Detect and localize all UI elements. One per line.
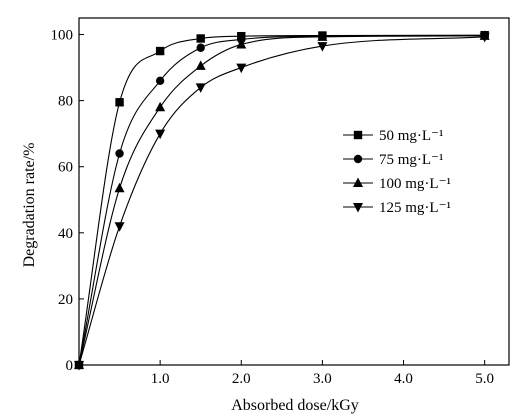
data-point-triangle-down <box>155 129 166 140</box>
data-point-square <box>155 46 165 56</box>
y-tick-label: 40 <box>58 226 73 242</box>
data-point-triangle-down <box>114 222 125 232</box>
y-tick-label: 20 <box>58 292 73 308</box>
y-tick-label: 80 <box>58 94 73 110</box>
legend-label: 125 mg·L⁻¹ <box>379 200 451 216</box>
y-tick-label: 0 <box>66 358 74 374</box>
legend-item: 100 mg·L⁻¹ <box>343 176 451 192</box>
legend-marker-circle <box>353 154 363 164</box>
axis-ticks: 1.0 2.0 3.0 4.0 5.0 0 20 40 60 80 100 <box>51 28 495 387</box>
y-tick-label: 60 <box>58 160 73 176</box>
y-tick-label: 100 <box>51 28 74 44</box>
legend-item: 75 mg·L⁻¹ <box>343 152 444 168</box>
data-point-triangle-up <box>114 182 125 193</box>
legend-marker-square <box>353 130 363 140</box>
legend-label: 75 mg·L⁻¹ <box>379 152 444 168</box>
x-tick-label: 4.0 <box>394 371 413 387</box>
data-point-triangle-down <box>317 42 328 52</box>
x-tick-label: 5.0 <box>475 371 494 387</box>
data-point-circle <box>155 76 165 85</box>
series-curve <box>78 34 485 366</box>
data-point-triangle-up <box>155 101 166 112</box>
data-point-triangle-up <box>317 31 328 41</box>
y-axis-title: Degradation rate/% <box>21 143 38 268</box>
legend-marker-triangle-down <box>353 203 363 213</box>
x-tick-label: 1.0 <box>151 371 170 387</box>
data-point-circle <box>115 149 124 158</box>
data-point-triangle-down <box>236 63 247 74</box>
x-tick-label: 2.0 <box>232 371 251 387</box>
data-point-triangle-down <box>479 32 490 43</box>
data-point-triangle-down <box>195 83 206 93</box>
legend-label: 50 mg·L⁻¹ <box>379 128 444 144</box>
data-point-triangle-up <box>236 38 247 49</box>
legend-item: 125 mg·L⁻¹ <box>343 200 451 216</box>
data-point-square <box>196 34 205 43</box>
legend-marker-triangle-up <box>353 177 363 187</box>
data-point-square <box>115 98 124 107</box>
legend-item: 50 mg·L⁻¹ <box>343 128 444 144</box>
x-tick-label: 3.0 <box>313 371 332 387</box>
plot-frame <box>78 17 510 366</box>
data-point-triangle-down <box>74 361 84 371</box>
plot-area <box>78 17 510 366</box>
legend: 50 mg·L⁻¹ 75 mg·L⁻¹ 100 mg·L⁻¹ 125 mg·L⁻¹ <box>343 128 451 216</box>
x-axis-title: Absorbed dose/kGy <box>231 397 359 414</box>
legend-label: 100 mg·L⁻¹ <box>379 176 451 192</box>
data-point-triangle-up <box>195 60 206 70</box>
data-point-circle <box>196 43 205 52</box>
